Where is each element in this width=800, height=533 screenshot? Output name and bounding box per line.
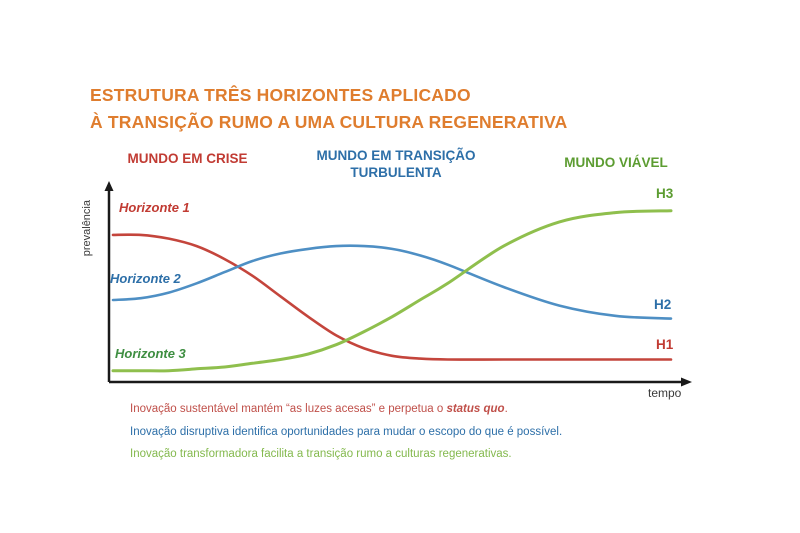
- header-mundo-em-crise: MUNDO EM CRISE: [127, 151, 248, 166]
- header-mundo-em-transicao-line2: TURBULENTA: [350, 165, 442, 180]
- header-mundo-viavel: MUNDO VIÁVEL: [564, 155, 668, 170]
- legend-line1-prefix: Inovação sustentável mantém “as luzes ac…: [130, 403, 447, 415]
- chart-canvas: [104, 181, 692, 387]
- legend-text-block: Inovação sustentável mantém “as luzes ac…: [130, 398, 562, 466]
- end-label-h1: H1: [656, 337, 674, 352]
- three-horizons-chart: prevalência tempo Horizonte 1 Horizonte …: [81, 180, 705, 405]
- curve-label-horizonte-1: Horizonte 1: [119, 200, 190, 215]
- curve-horizonte-1: [111, 233, 673, 361]
- header-mundo-em-transicao: MUNDO EM TRANSIÇÃO TURBULENTA: [297, 147, 495, 181]
- legend-line-disruptiva: Inovação disruptiva identifica oportunid…: [130, 425, 563, 438]
- page-title-line1: ESTRUTURA TRÊS HORIZONTES APLICADO: [90, 85, 471, 105]
- y-axis-arrow-icon: [104, 181, 114, 191]
- end-label-h2: H2: [654, 297, 672, 312]
- page-title-line2: À TRANSIÇÃO RUMO A UMA CULTURA REGENERAT…: [90, 112, 568, 132]
- page-title: ESTRUTURA TRÊS HORIZONTES APLICADO À TRA…: [90, 82, 568, 136]
- legend-line-transformadora: Inovação transformadora facilita a trans…: [130, 448, 512, 460]
- legend-line1-status-quo: status quo: [446, 403, 505, 415]
- curve-horizonte-3: [111, 209, 673, 373]
- curves-group: [111, 209, 673, 373]
- curve-label-horizonte-3: Horizonte 3: [115, 346, 186, 361]
- legend-line1-suffix: .: [504, 403, 508, 415]
- end-label-h3: H3: [656, 186, 674, 201]
- curve-label-horizonte-2: Horizonte 2: [110, 271, 181, 286]
- curve-horizonte-2: [111, 244, 673, 320]
- header-mundo-em-transicao-line1: MUNDO EM TRANSIÇÃO: [316, 148, 476, 163]
- y-axis-label: prevalência: [81, 200, 93, 257]
- x-axis-arrow-icon: [681, 377, 692, 387]
- x-axis-label: tempo: [648, 386, 682, 400]
- legend-line-sustentavel: Inovação sustentável mantém “as luzes ac…: [130, 398, 562, 421]
